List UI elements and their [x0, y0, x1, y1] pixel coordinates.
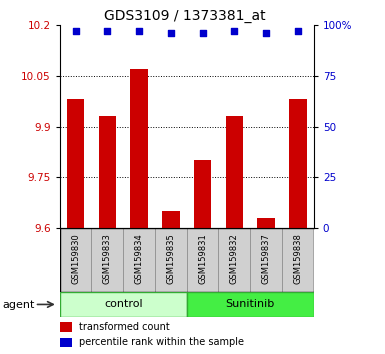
Bar	[60, 292, 187, 317]
Text: GSM159834: GSM159834	[135, 233, 144, 284]
Bar	[187, 228, 219, 292]
Text: GSM159837: GSM159837	[262, 233, 271, 284]
Bar	[131, 69, 148, 228]
Bar	[123, 228, 155, 292]
Bar	[60, 338, 72, 347]
Point	[231, 28, 238, 34]
Bar	[99, 116, 116, 228]
Bar	[60, 228, 92, 292]
Text: GSM159831: GSM159831	[198, 233, 207, 284]
Bar	[187, 292, 314, 317]
Text: agent: agent	[2, 300, 34, 310]
Point	[136, 28, 142, 34]
Bar	[60, 322, 72, 332]
Point	[199, 30, 206, 36]
Bar	[162, 211, 179, 228]
Bar	[219, 228, 250, 292]
Point	[263, 30, 269, 36]
Bar	[67, 99, 84, 228]
Point	[168, 30, 174, 36]
Bar	[194, 160, 211, 228]
Text: GSM159835: GSM159835	[166, 233, 175, 284]
Text: GDS3109 / 1373381_at: GDS3109 / 1373381_at	[104, 9, 266, 23]
Text: transformed count: transformed count	[79, 322, 169, 332]
Point	[295, 28, 301, 34]
Text: GSM159833: GSM159833	[103, 233, 112, 284]
Text: control: control	[104, 299, 142, 309]
Point	[72, 28, 79, 34]
Text: Sunitinib: Sunitinib	[226, 299, 275, 309]
Text: GSM159830: GSM159830	[71, 233, 80, 284]
Bar	[250, 228, 282, 292]
Text: GSM159838: GSM159838	[293, 233, 302, 284]
Bar	[226, 116, 243, 228]
Bar	[92, 228, 123, 292]
Point	[104, 28, 110, 34]
Text: GSM159832: GSM159832	[230, 233, 239, 284]
Bar	[258, 218, 275, 228]
Bar	[289, 99, 306, 228]
Bar	[282, 228, 314, 292]
Text: percentile rank within the sample: percentile rank within the sample	[79, 337, 244, 348]
Bar	[155, 228, 187, 292]
